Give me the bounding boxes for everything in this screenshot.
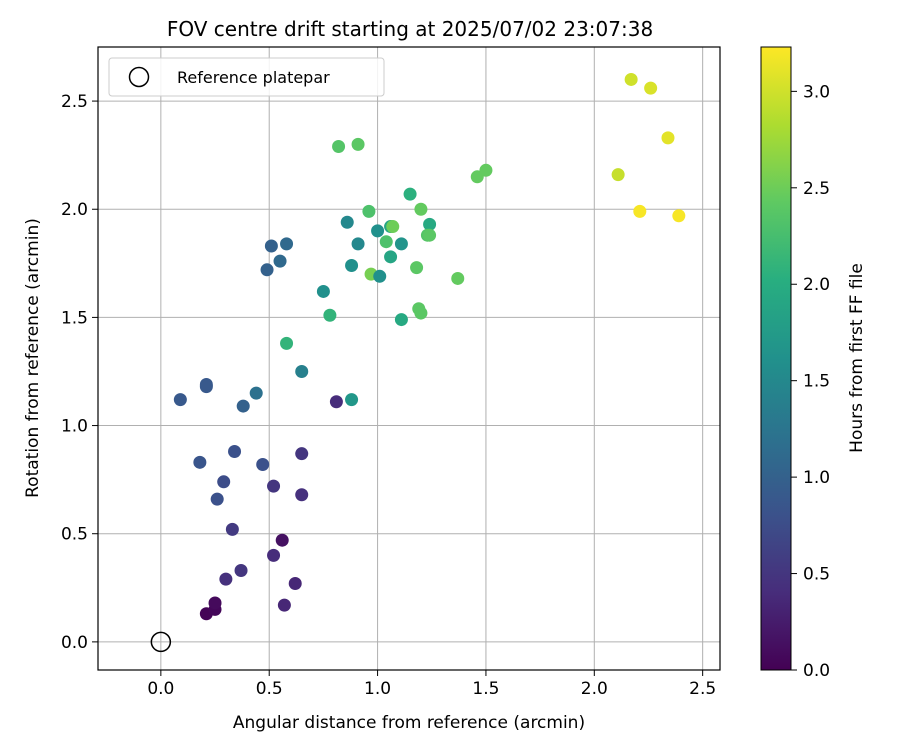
colorbar — [760, 46, 792, 671]
legend: Reference platepar — [108, 57, 385, 97]
data-point — [332, 140, 346, 154]
data-point — [611, 168, 625, 182]
x-tick-label: 1.5 — [472, 679, 499, 699]
data-point — [210, 492, 224, 506]
data-point — [451, 271, 465, 285]
data-point — [295, 447, 309, 461]
colorbar-tick-label: 1.5 — [803, 372, 830, 392]
y-axis-label: Rotation from reference (arcmin) — [23, 218, 43, 498]
x-tick-label: 2.5 — [689, 679, 716, 699]
data-point — [371, 224, 385, 238]
data-point — [193, 455, 207, 469]
data-point — [264, 239, 278, 253]
data-point — [267, 479, 281, 493]
data-point — [173, 393, 187, 407]
data-point — [351, 237, 365, 251]
data-point — [280, 336, 294, 350]
y-tick-label: 0.5 — [61, 525, 88, 545]
colorbar-tick-label: 2.5 — [803, 179, 830, 199]
data-point — [384, 250, 398, 264]
legend-box — [108, 57, 385, 97]
data-point — [275, 533, 289, 547]
data-point — [423, 217, 437, 231]
data-point — [414, 306, 428, 320]
data-point — [260, 263, 274, 277]
data-point — [323, 308, 337, 322]
data-point — [225, 522, 239, 536]
data-point — [479, 163, 493, 177]
data-point — [403, 187, 417, 201]
data-point — [280, 237, 294, 251]
data-point — [661, 131, 675, 145]
colorbar-tick-label: 0.0 — [803, 661, 830, 681]
data-point — [340, 215, 354, 229]
data-point — [672, 209, 686, 223]
x-axis-label: Angular distance from reference (arcmin) — [233, 713, 585, 733]
colorbar-label: Hours from first FF file — [847, 263, 867, 453]
x-tick-label: 1.0 — [364, 679, 391, 699]
grid-lines — [98, 47, 720, 670]
data-point — [267, 548, 281, 562]
data-point — [345, 258, 359, 272]
data-point — [236, 399, 250, 413]
data-point — [219, 572, 233, 586]
colorbar-ticks: 0.0 0.5 1.0 1.5 2.0 2.5 3.0 — [791, 82, 830, 681]
data-point — [316, 284, 330, 298]
data-point — [423, 228, 437, 242]
data-point — [362, 204, 376, 218]
data-point — [228, 445, 242, 459]
data-point — [644, 81, 658, 95]
data-point — [234, 563, 248, 577]
x-tick-label: 2.0 — [581, 679, 608, 699]
legend-label: Reference platepar — [177, 68, 330, 87]
plot-frame — [97, 46, 721, 671]
data-point — [217, 475, 231, 489]
data-point — [273, 254, 287, 268]
data-point — [633, 204, 647, 218]
data-point — [394, 313, 408, 327]
y-tick-label: 1.5 — [61, 308, 88, 328]
reference-point-marker — [150, 631, 172, 653]
colorbar-tick-label: 3.0 — [803, 82, 830, 102]
data-point — [295, 364, 309, 378]
x-axis-ticks: 0.0 0.5 1.0 1.5 2.0 2.5 — [147, 670, 716, 699]
colorbar-tick-label: 2.0 — [803, 275, 830, 295]
y-axis-ticks: 0.0 0.5 1.0 1.5 2.0 2.5 — [61, 92, 98, 653]
data-points — [173, 72, 686, 621]
data-point — [624, 72, 638, 86]
data-point — [410, 261, 424, 275]
data-point — [295, 488, 309, 502]
data-point — [394, 237, 408, 251]
chart-title: FOV centre drift starting at 2025/07/02 … — [167, 17, 653, 41]
data-point — [329, 395, 343, 409]
y-tick-label: 0.0 — [61, 633, 88, 653]
data-point — [256, 457, 270, 471]
x-tick-label: 0.0 — [147, 679, 174, 699]
data-point — [288, 576, 302, 590]
data-point — [345, 393, 359, 407]
x-tick-label: 0.5 — [256, 679, 283, 699]
colorbar-tick-label: 0.5 — [803, 565, 830, 585]
data-point — [414, 202, 428, 216]
data-point — [351, 137, 365, 151]
data-point — [199, 380, 213, 394]
legend-marker — [128, 66, 150, 88]
y-tick-label: 2.0 — [61, 200, 88, 220]
data-point — [208, 596, 222, 610]
y-tick-label: 2.5 — [61, 92, 88, 112]
y-tick-label: 1.0 — [61, 417, 88, 437]
data-point — [249, 386, 263, 400]
data-point — [386, 220, 400, 234]
data-point — [379, 235, 393, 249]
colorbar-tick-label: 1.0 — [803, 468, 830, 488]
data-point — [373, 269, 387, 283]
data-point — [277, 598, 291, 612]
